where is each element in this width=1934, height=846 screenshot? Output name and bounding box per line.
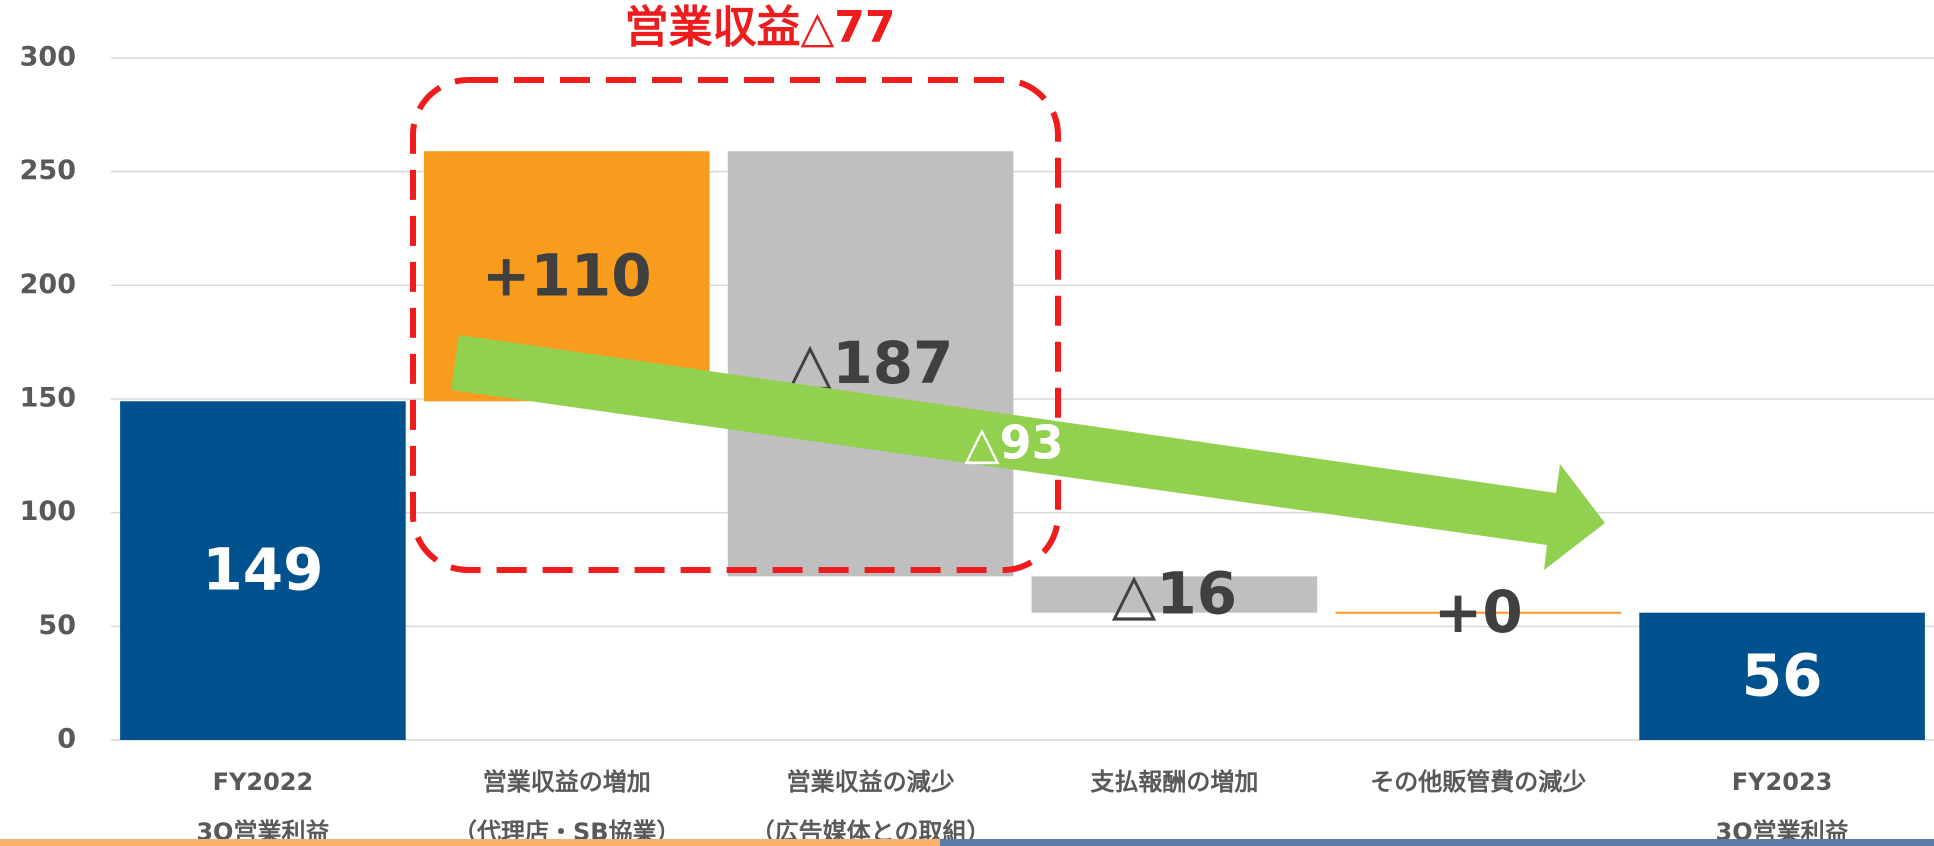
y-tick-label: 300 bbox=[20, 42, 76, 73]
annotation: △93 bbox=[964, 416, 1063, 470]
x-tick-label: 営業収益の増加 bbox=[483, 768, 651, 796]
y-tick-label: 150 bbox=[20, 383, 76, 414]
bar bbox=[1031, 576, 1318, 613]
annotation: 営業収益△77 bbox=[624, 2, 895, 53]
y-tick-label: 100 bbox=[20, 496, 76, 527]
bar bbox=[120, 401, 406, 740]
x-tick-label: FY2023 bbox=[1732, 768, 1833, 796]
bar bbox=[1639, 612, 1925, 740]
value-label: 56 bbox=[1742, 641, 1823, 709]
footer-strip bbox=[940, 839, 1934, 846]
y-tick-label: 50 bbox=[38, 610, 76, 641]
x-tick-label: 支払報酬の増加 bbox=[1090, 768, 1258, 796]
bar bbox=[727, 151, 1014, 577]
value-label: 149 bbox=[202, 536, 323, 604]
arrow bbox=[451, 335, 1605, 570]
x-tick-label: FY2022 bbox=[213, 768, 314, 796]
value-label: △16 bbox=[1112, 560, 1237, 628]
y-tick-label: 250 bbox=[20, 155, 76, 186]
value-label: +110 bbox=[482, 241, 652, 309]
value-label: +0 bbox=[1434, 578, 1523, 646]
x-tick-label: 営業収益の減少 bbox=[787, 768, 955, 796]
x-tick-label: その他販管費の減少 bbox=[1370, 768, 1586, 796]
y-tick-label: 0 bbox=[57, 724, 76, 755]
value-label: △187 bbox=[788, 329, 954, 397]
bars: 149 +110 △187 △16 +0 56 bbox=[120, 151, 1925, 740]
footer-strip bbox=[0, 839, 940, 846]
dashed-box bbox=[410, 77, 1061, 573]
y-tick-label: 200 bbox=[20, 269, 76, 300]
